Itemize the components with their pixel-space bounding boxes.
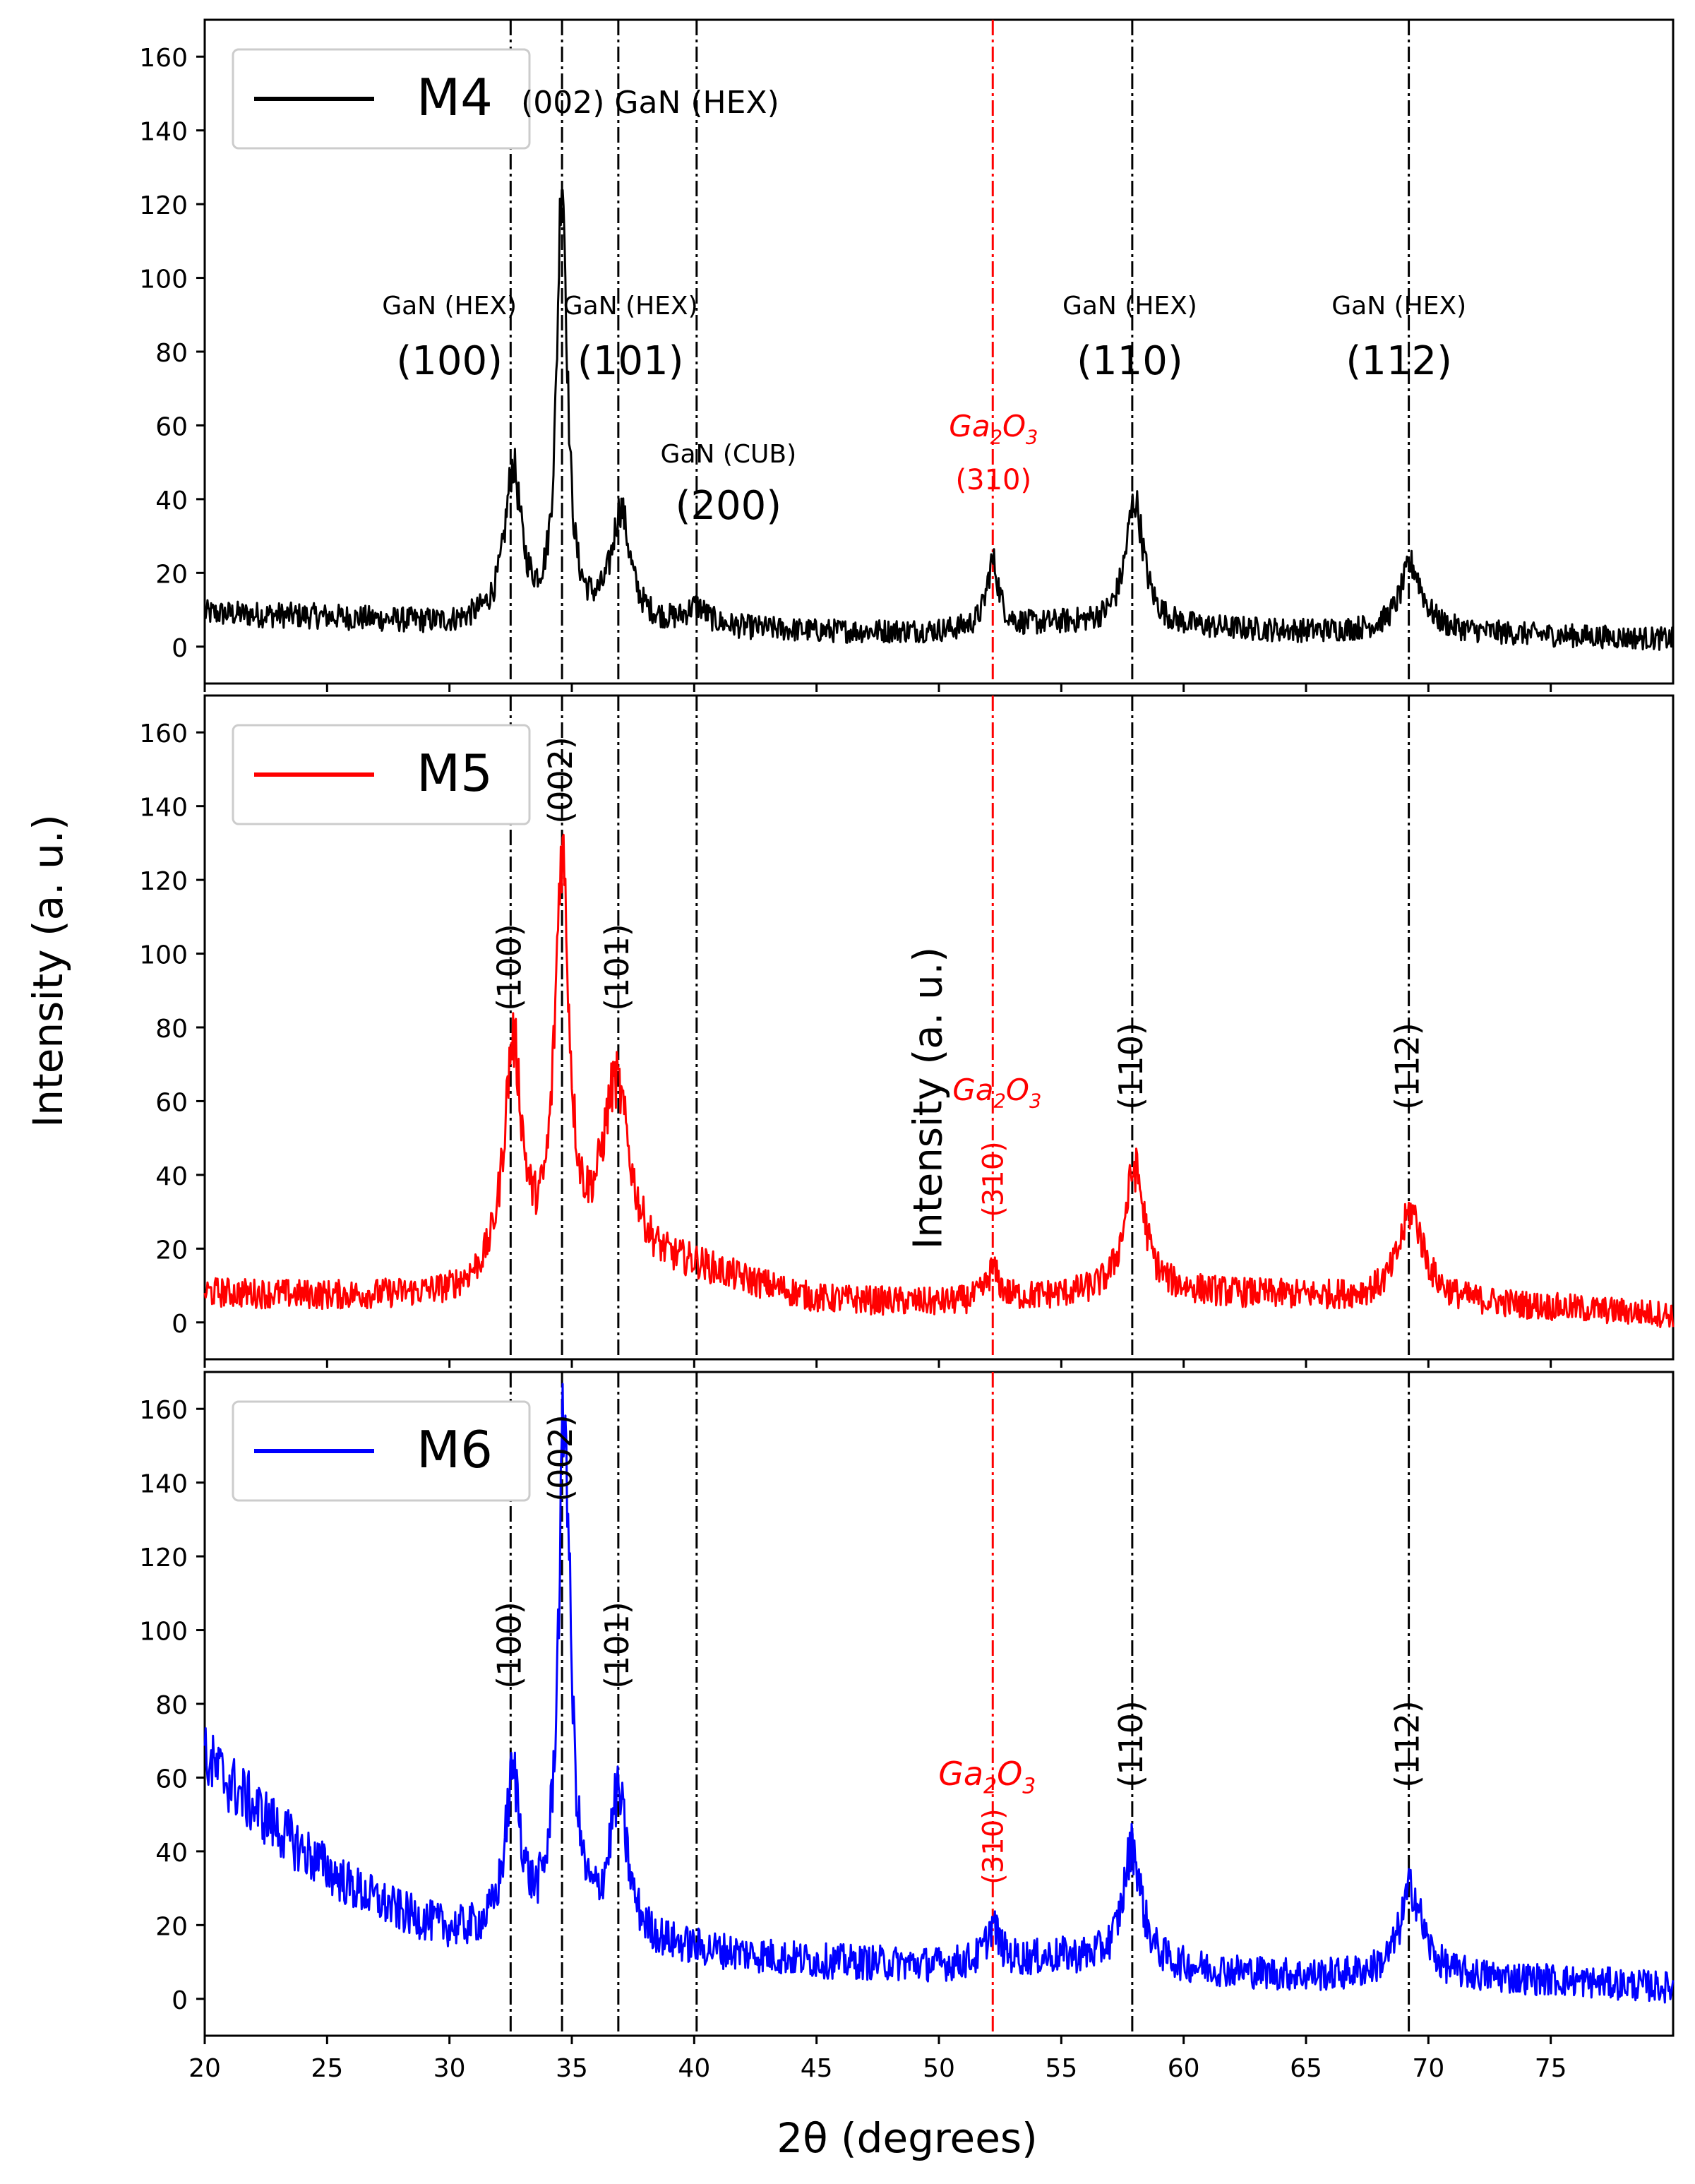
x-tick-label: 20 bbox=[188, 2054, 221, 2083]
y-tick-label: 120 bbox=[139, 1544, 188, 1573]
annotation-label: GaN (HEX) bbox=[563, 292, 698, 321]
y-tick-label: 20 bbox=[155, 560, 188, 589]
panel-m6: 0 20 40 60 80 100 120 140 160 20 25 30 35 40 45 50 55 60 6… bbox=[139, 1371, 1675, 2083]
y-tick-label: 140 bbox=[139, 1470, 188, 1499]
y-tick-label: 120 bbox=[139, 867, 188, 896]
annotation-ga2o3-miller: (310) bbox=[977, 1808, 1010, 1885]
y-tick-label: 20 bbox=[155, 1912, 188, 1941]
x-tick-label: 55 bbox=[1045, 2054, 1077, 2083]
annotation-label: GaN (CUB) bbox=[661, 440, 797, 469]
y-tick-label: 100 bbox=[139, 1618, 188, 1647]
annotation-label: GaN (HEX) bbox=[382, 292, 517, 321]
y-tick-label: 20 bbox=[155, 1236, 188, 1265]
y-tick-label: 80 bbox=[155, 1015, 188, 1044]
y-tick-label: 140 bbox=[139, 118, 188, 147]
y-tick-label: 60 bbox=[155, 1765, 188, 1794]
y-tick-label: 60 bbox=[155, 1088, 188, 1117]
y-tick-label: 80 bbox=[155, 1691, 188, 1720]
y-tick-label: 40 bbox=[155, 1162, 188, 1191]
y-tick-label: 120 bbox=[139, 191, 188, 220]
ga2o3-formula: Ga2O3 bbox=[949, 409, 1038, 449]
peak-label: (110) bbox=[1112, 1022, 1150, 1110]
peak-label: (100) bbox=[490, 924, 528, 1011]
peak-label: (101) bbox=[598, 1601, 636, 1689]
y-tick-label: 0 bbox=[172, 634, 188, 663]
y-tick-label: 160 bbox=[139, 44, 188, 73]
legend: M6 bbox=[232, 1400, 531, 1502]
annotation-ga2o3-miller: (310) bbox=[956, 464, 1032, 496]
legend-box bbox=[232, 1400, 531, 1502]
y-axis-label: Intensity (a. u.) bbox=[24, 814, 72, 1128]
x-tick-label: 25 bbox=[311, 2054, 343, 2083]
annotation-label: GaN (HEX) bbox=[1062, 292, 1197, 321]
y-tick-label: 0 bbox=[172, 1986, 188, 2015]
legend-label: M4 bbox=[417, 68, 493, 127]
annotation-label: (002) GaN (HEX) bbox=[521, 85, 779, 121]
y-tick-label: 40 bbox=[155, 487, 188, 515]
x-tick-label: 60 bbox=[1168, 2054, 1200, 2083]
annotation-ga2o3-miller: (310) bbox=[977, 1141, 1010, 1217]
annotation-miller: (112) bbox=[1346, 338, 1452, 384]
x-tick-label: 50 bbox=[923, 2054, 955, 2083]
peak-label: (112) bbox=[1389, 1022, 1427, 1110]
ga2o3-formula: Ga2O3 bbox=[952, 1073, 1041, 1113]
stray-y-axis-label: Intensity (a. u.) bbox=[905, 947, 951, 1249]
legend-label: M5 bbox=[417, 744, 493, 803]
spectrum-line-m4 bbox=[203, 189, 1675, 651]
legend-box bbox=[232, 48, 531, 150]
x-tick-label: 45 bbox=[801, 2054, 833, 2083]
y-tick-label: 100 bbox=[139, 265, 188, 294]
x-tick-label: 30 bbox=[433, 2054, 466, 2083]
legend-label: M6 bbox=[417, 1420, 493, 1479]
y-tick-label: 40 bbox=[155, 1839, 188, 1868]
annotation-miller: (101) bbox=[577, 338, 684, 384]
x-tick-label: 35 bbox=[556, 2054, 588, 2083]
legend: M4 bbox=[232, 48, 531, 150]
y-tick-label: 160 bbox=[139, 720, 188, 748]
peak-label: (101) bbox=[598, 924, 636, 1011]
panel-m4: 0 20 40 60 80 100 120 140 160 M4 GaN (HEX) (100) (00… bbox=[139, 18, 1675, 692]
y-tick-label: 160 bbox=[139, 1396, 188, 1425]
annotation-miller: (110) bbox=[1077, 338, 1183, 384]
annotation-miller: (100) bbox=[396, 338, 503, 384]
legend-box bbox=[232, 724, 531, 825]
peak-label: (112) bbox=[1389, 1700, 1427, 1788]
annotation-ga2o3: Ga2O3 bbox=[938, 1755, 1036, 1799]
annotation-ga2o3: Ga2O3 bbox=[952, 1073, 1041, 1113]
spectrum-line-m5 bbox=[203, 833, 1675, 1328]
y-tick-label: 0 bbox=[172, 1310, 188, 1339]
y-tick-label: 60 bbox=[155, 412, 188, 441]
spectrum-line-m6 bbox=[203, 1383, 1675, 2004]
x-tick-label: 65 bbox=[1290, 2054, 1322, 2083]
peak-label: (110) bbox=[1112, 1700, 1150, 1788]
peak-label: (002) bbox=[541, 736, 580, 824]
y-tick-label: 100 bbox=[139, 941, 188, 970]
peak-label: (002) bbox=[541, 1414, 580, 1502]
x-axis-label: 2θ (degrees) bbox=[777, 2114, 1038, 2162]
x-tick-label: 40 bbox=[678, 2054, 710, 2083]
peak-label: (100) bbox=[490, 1601, 528, 1689]
annotation-miller: (200) bbox=[676, 483, 782, 529]
panel-m5: 0 20 40 60 80 100 120 140 160 M5 (100) (002) (101) (1… bbox=[139, 694, 1675, 1368]
ga2o3-formula: Ga2O3 bbox=[938, 1755, 1036, 1799]
annotation-ga2o3: Ga2O3 bbox=[949, 409, 1038, 449]
y-tick-label: 140 bbox=[139, 794, 188, 823]
annotation-label: GaN (HEX) bbox=[1331, 292, 1466, 321]
y-tick-label: 80 bbox=[155, 339, 188, 368]
x-tick-label: 75 bbox=[1535, 2054, 1567, 2083]
x-tick-label: 70 bbox=[1412, 2054, 1444, 2083]
legend: M5 bbox=[232, 724, 531, 825]
